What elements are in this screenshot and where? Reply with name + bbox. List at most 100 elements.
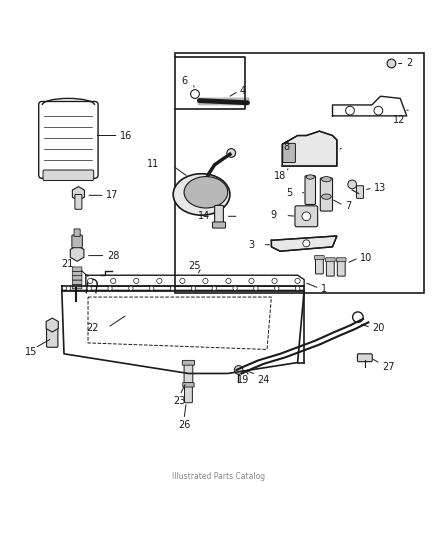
Circle shape xyxy=(254,286,258,290)
Ellipse shape xyxy=(321,194,331,199)
Text: 3: 3 xyxy=(249,240,255,249)
FancyBboxPatch shape xyxy=(184,362,193,383)
FancyBboxPatch shape xyxy=(75,195,82,209)
Circle shape xyxy=(170,286,175,290)
FancyBboxPatch shape xyxy=(43,170,94,181)
Polygon shape xyxy=(283,131,337,166)
Circle shape xyxy=(203,278,208,284)
FancyBboxPatch shape xyxy=(315,257,323,274)
FancyBboxPatch shape xyxy=(320,178,332,211)
FancyBboxPatch shape xyxy=(198,98,250,106)
Text: 27: 27 xyxy=(382,362,394,372)
Circle shape xyxy=(348,180,357,189)
Circle shape xyxy=(234,366,243,374)
Polygon shape xyxy=(46,318,58,332)
FancyBboxPatch shape xyxy=(295,206,318,227)
Text: 9: 9 xyxy=(271,211,277,221)
Circle shape xyxy=(227,149,236,157)
Circle shape xyxy=(275,286,279,290)
Circle shape xyxy=(212,286,216,290)
Text: 28: 28 xyxy=(107,251,119,261)
Circle shape xyxy=(129,286,133,290)
Circle shape xyxy=(180,278,185,284)
Circle shape xyxy=(302,212,311,221)
FancyBboxPatch shape xyxy=(72,276,82,280)
FancyBboxPatch shape xyxy=(74,229,80,236)
FancyBboxPatch shape xyxy=(175,53,424,293)
Circle shape xyxy=(295,286,300,290)
Circle shape xyxy=(353,312,363,322)
Circle shape xyxy=(108,286,112,290)
Polygon shape xyxy=(72,187,85,200)
Text: 21: 21 xyxy=(61,260,73,269)
Ellipse shape xyxy=(184,176,228,208)
FancyBboxPatch shape xyxy=(183,383,194,387)
Circle shape xyxy=(66,286,71,290)
Text: 23: 23 xyxy=(173,395,186,406)
Circle shape xyxy=(111,278,116,284)
Ellipse shape xyxy=(173,174,230,215)
Text: 12: 12 xyxy=(393,115,406,125)
Text: 20: 20 xyxy=(372,324,385,334)
Circle shape xyxy=(87,286,92,290)
Circle shape xyxy=(387,59,396,68)
Circle shape xyxy=(303,240,310,247)
Circle shape xyxy=(191,286,196,290)
Text: 1: 1 xyxy=(321,284,327,294)
Circle shape xyxy=(134,278,139,284)
Circle shape xyxy=(295,278,300,284)
Circle shape xyxy=(191,90,199,99)
FancyBboxPatch shape xyxy=(184,384,192,403)
Circle shape xyxy=(272,278,277,284)
Text: 10: 10 xyxy=(360,253,372,263)
Text: 8: 8 xyxy=(284,142,290,152)
FancyBboxPatch shape xyxy=(357,354,372,362)
Text: 6: 6 xyxy=(181,76,187,86)
Text: 13: 13 xyxy=(374,183,386,193)
Text: 25: 25 xyxy=(189,261,201,271)
FancyBboxPatch shape xyxy=(337,259,345,276)
FancyBboxPatch shape xyxy=(326,259,334,276)
Circle shape xyxy=(249,278,254,284)
FancyBboxPatch shape xyxy=(283,143,295,163)
Polygon shape xyxy=(70,246,84,261)
FancyBboxPatch shape xyxy=(182,360,194,365)
Text: 15: 15 xyxy=(25,347,37,357)
FancyBboxPatch shape xyxy=(336,258,346,262)
Text: 5: 5 xyxy=(286,188,292,198)
Text: 16: 16 xyxy=(120,131,132,141)
FancyBboxPatch shape xyxy=(46,327,58,348)
FancyBboxPatch shape xyxy=(314,256,324,260)
Text: 17: 17 xyxy=(106,190,118,200)
FancyBboxPatch shape xyxy=(39,101,98,179)
Circle shape xyxy=(226,278,231,284)
Circle shape xyxy=(233,286,237,290)
Circle shape xyxy=(149,286,154,290)
Text: 22: 22 xyxy=(86,324,99,334)
Ellipse shape xyxy=(306,175,314,179)
Text: Illustrated Parts Catalog: Illustrated Parts Catalog xyxy=(173,472,265,481)
FancyBboxPatch shape xyxy=(212,222,226,228)
Text: 19: 19 xyxy=(237,375,249,385)
Circle shape xyxy=(374,106,383,115)
Text: 26: 26 xyxy=(178,420,190,430)
FancyBboxPatch shape xyxy=(215,205,223,226)
FancyBboxPatch shape xyxy=(305,176,315,205)
FancyBboxPatch shape xyxy=(72,235,82,248)
Text: 24: 24 xyxy=(258,375,270,385)
FancyBboxPatch shape xyxy=(72,280,82,285)
Text: 7: 7 xyxy=(345,201,351,211)
FancyBboxPatch shape xyxy=(72,267,82,271)
Text: 11: 11 xyxy=(147,159,159,169)
Circle shape xyxy=(88,278,93,284)
Polygon shape xyxy=(272,236,337,251)
Text: 18: 18 xyxy=(274,171,286,181)
FancyBboxPatch shape xyxy=(357,185,364,198)
Text: 2: 2 xyxy=(406,59,412,68)
Text: 14: 14 xyxy=(198,211,210,221)
Text: 4: 4 xyxy=(240,86,246,96)
FancyBboxPatch shape xyxy=(72,271,82,276)
FancyBboxPatch shape xyxy=(325,258,335,262)
Ellipse shape xyxy=(321,176,331,182)
Circle shape xyxy=(346,106,354,115)
